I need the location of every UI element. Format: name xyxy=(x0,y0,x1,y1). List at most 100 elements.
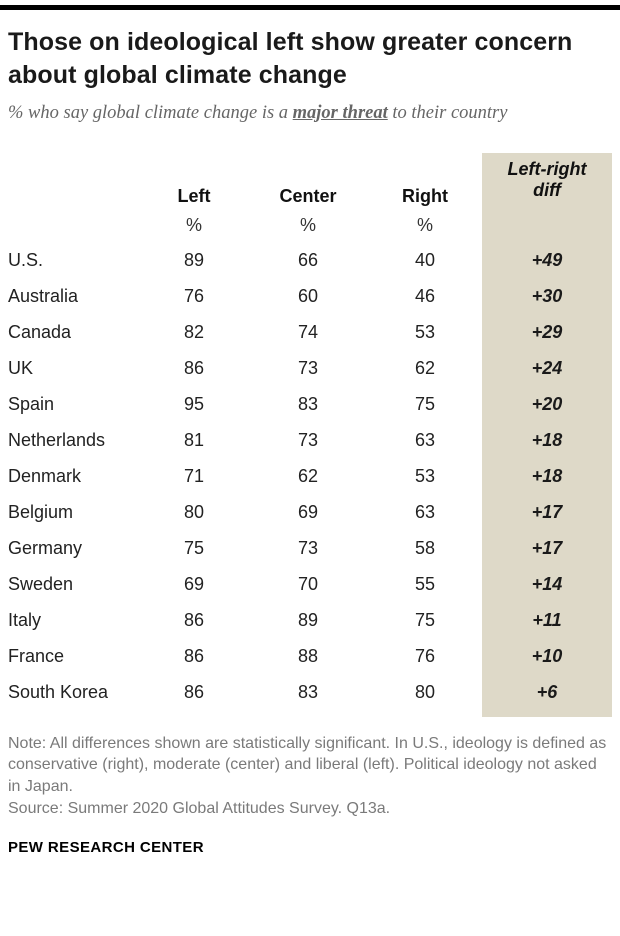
table-row: Denmark 71 62 53 +18 xyxy=(8,457,612,494)
diff-value: +6 xyxy=(482,673,612,710)
data-table: Left Center Right Left-right diff % % % … xyxy=(8,152,612,717)
center-value: 83 xyxy=(297,681,319,702)
diff-value: +49 xyxy=(482,241,612,278)
right-value: 55 xyxy=(414,573,436,594)
diff-value: +18 xyxy=(482,421,612,458)
spacer-cell xyxy=(368,710,482,717)
subtitle-suffix: to their country xyxy=(387,103,508,123)
spacer-cell xyxy=(140,710,248,717)
table-row: Netherlands 81 73 63 +18 xyxy=(8,421,612,458)
left-value: 69 xyxy=(183,573,205,594)
source-line: Source: Summer 2020 Global Attitudes Sur… xyxy=(8,799,391,817)
right-value: 63 xyxy=(414,429,436,450)
top-rule xyxy=(0,5,620,10)
left-value: 71 xyxy=(183,465,205,486)
center-value: 66 xyxy=(297,249,319,270)
page-title: Those on ideological left show greater c… xyxy=(8,28,573,89)
diff-value: +17 xyxy=(482,529,612,566)
diff-value: +18 xyxy=(482,457,612,494)
country-label: UK xyxy=(8,357,34,378)
center-value: 89 xyxy=(297,609,319,630)
diff-value: +30 xyxy=(482,277,612,314)
country-label: France xyxy=(8,645,65,666)
center-value: 88 xyxy=(297,645,319,666)
left-value: 75 xyxy=(183,537,205,558)
center-value: 69 xyxy=(297,501,319,522)
unit-center: % xyxy=(299,214,316,235)
right-value: 80 xyxy=(414,681,436,702)
subtitle-prefix: % who say global climate change is a xyxy=(8,103,293,123)
table-row: Canada 82 74 53 +29 xyxy=(8,313,612,350)
right-value: 63 xyxy=(414,501,436,522)
footnote: Note: All differences shown are statisti… xyxy=(8,734,607,796)
left-value: 86 xyxy=(183,357,205,378)
table-unit-row: % % % xyxy=(8,210,612,242)
center-value: 73 xyxy=(297,537,319,558)
table-bottom-spacer xyxy=(8,709,612,717)
right-value: 53 xyxy=(414,465,436,486)
table-row: France 86 88 76 +10 xyxy=(8,637,612,674)
left-value: 76 xyxy=(183,285,205,306)
left-value: 86 xyxy=(183,609,205,630)
country-label: South Korea xyxy=(8,681,109,702)
header-country-spacer xyxy=(8,197,140,211)
header-diff: Left-right diff xyxy=(482,152,612,211)
pew-chart-page: Those on ideological left show greater c… xyxy=(0,5,620,882)
center-value: 73 xyxy=(297,429,319,450)
pew-research-center-wordmark: PEW RESEARCH CENTER xyxy=(8,839,204,857)
country-label: Belgium xyxy=(8,501,74,522)
table-row: U.S. 89 66 40 +49 xyxy=(8,241,612,278)
country-label: Spain xyxy=(8,393,55,414)
diff-value: +14 xyxy=(482,565,612,602)
table-row: Italy 86 89 75 +11 xyxy=(8,601,612,638)
table-row: Australia 76 60 46 +30 xyxy=(8,277,612,314)
center-value: 83 xyxy=(297,393,319,414)
left-value: 80 xyxy=(183,501,205,522)
spacer-cell xyxy=(482,709,612,717)
country-label: Germany xyxy=(8,537,83,558)
spacer-cell xyxy=(248,710,368,717)
right-value: 58 xyxy=(414,537,436,558)
left-value: 86 xyxy=(183,681,205,702)
country-label: U.S. xyxy=(8,249,44,270)
table-row: Spain 95 83 75 +20 xyxy=(8,385,612,422)
center-value: 73 xyxy=(297,357,319,378)
diff-value: +29 xyxy=(482,313,612,350)
left-value: 89 xyxy=(183,249,205,270)
country-label: Australia xyxy=(8,285,79,306)
table-row: Sweden 69 70 55 +14 xyxy=(8,565,612,602)
header-left: Left xyxy=(177,185,211,206)
right-value: 53 xyxy=(414,321,436,342)
unit-diff-spacer xyxy=(482,210,612,242)
right-value: 46 xyxy=(414,285,436,306)
right-value: 75 xyxy=(414,393,436,414)
chart-subtitle: % who say global climate change is a maj… xyxy=(8,101,612,127)
header-center: Center xyxy=(279,185,337,206)
chart-footer: Note: All differences shown are statisti… xyxy=(8,733,612,856)
diff-value: +24 xyxy=(482,349,612,386)
unit-left: % xyxy=(185,214,202,235)
left-value: 82 xyxy=(183,321,205,342)
table-header-row: Left Center Right Left-right diff xyxy=(8,152,612,211)
spacer-cell xyxy=(8,710,140,717)
subtitle-emphasis: major threat xyxy=(292,103,388,123)
right-value: 62 xyxy=(414,357,436,378)
table-row: UK 86 73 62 +24 xyxy=(8,349,612,386)
table-row: Belgium 80 69 63 +17 xyxy=(8,493,612,530)
right-value: 75 xyxy=(414,609,436,630)
diff-value: +20 xyxy=(482,385,612,422)
table-row: South Korea 86 83 80 +6 xyxy=(8,673,612,710)
country-label: Canada xyxy=(8,321,72,342)
country-label: Denmark xyxy=(8,465,82,486)
center-value: 70 xyxy=(297,573,319,594)
center-value: 62 xyxy=(297,465,319,486)
diff-value: +11 xyxy=(482,601,612,638)
left-value: 81 xyxy=(183,429,205,450)
center-value: 74 xyxy=(297,321,319,342)
diff-value: +17 xyxy=(482,493,612,530)
left-value: 95 xyxy=(183,393,205,414)
country-label: Netherlands xyxy=(8,429,106,450)
center-value: 60 xyxy=(297,285,319,306)
unit-spacer xyxy=(8,211,140,242)
table-row: Germany 75 73 58 +17 xyxy=(8,529,612,566)
